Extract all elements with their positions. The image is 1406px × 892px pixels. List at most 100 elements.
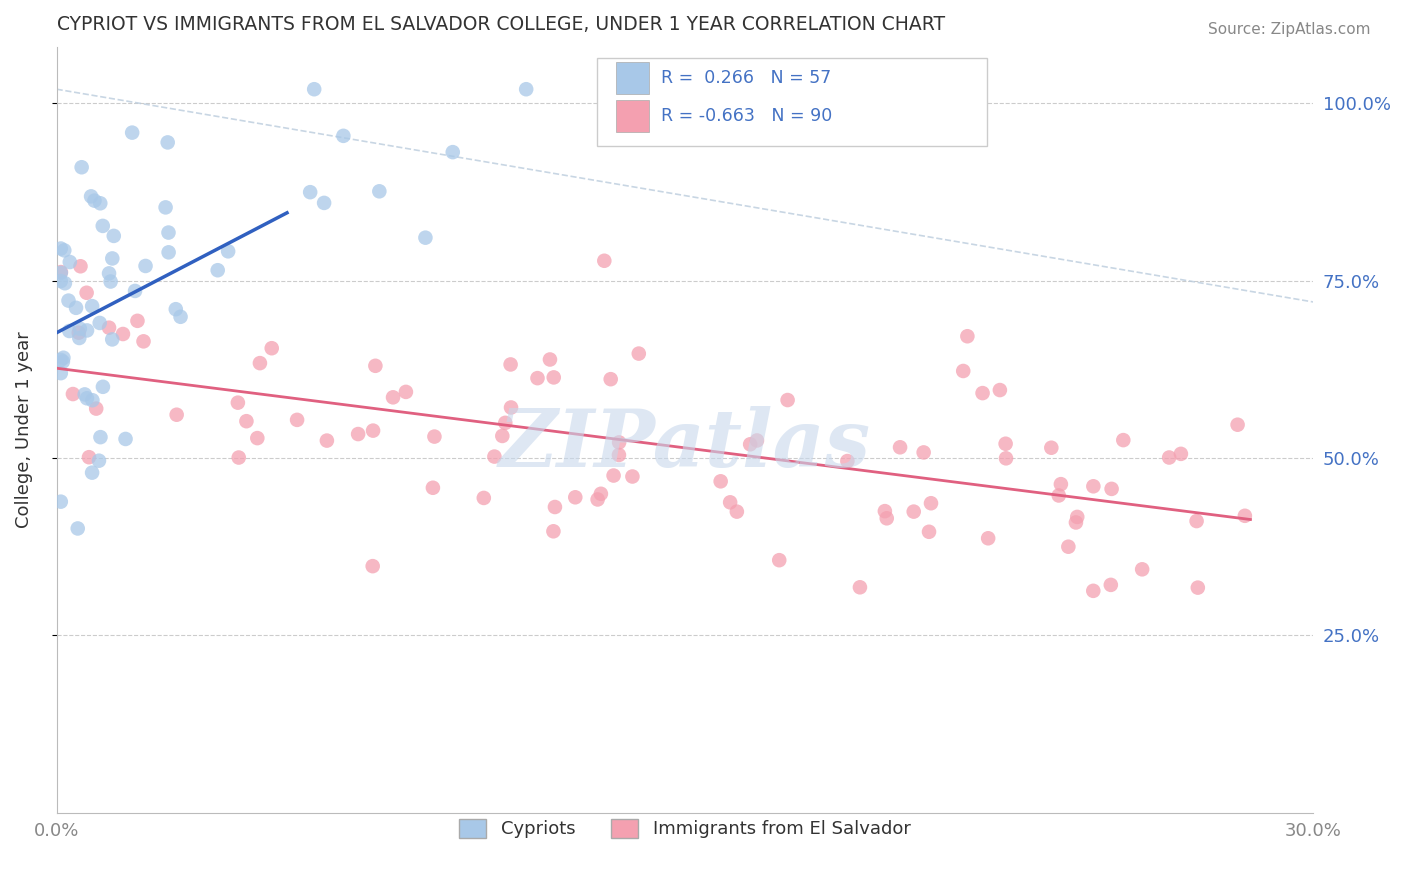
Point [745,434,768,448]
Point [76,285,98,300]
Point [1066,510,1088,524]
Point [246,431,269,445]
Point [1083,583,1105,598]
Point [69,321,91,335]
Point [157,226,180,240]
Point [228,450,250,465]
Point [52,351,75,365]
Point [157,245,180,260]
Point [84,401,107,416]
Point [1226,417,1249,432]
Point [70,160,93,174]
Point [91,380,114,394]
Legend: Cypriots, Immigrants from El Salvador: Cypriots, Immigrants from El Salvador [451,812,918,846]
Point [53,244,76,258]
Point [332,128,354,143]
Point [91,219,114,233]
Point [952,364,974,378]
Point [66,521,89,535]
Point [889,440,911,454]
FancyBboxPatch shape [616,62,648,94]
Point [67,331,90,345]
Point [207,263,229,277]
Point [361,424,384,438]
Point [156,136,179,150]
Point [543,524,565,539]
Point [58,324,80,338]
Point [103,228,125,243]
Point [1050,477,1073,491]
Point [82,299,104,313]
Point [423,429,446,443]
Point [226,395,249,409]
Point [49,274,72,288]
Point [543,370,565,384]
Point [302,82,325,96]
Point [1112,433,1135,447]
Point [82,466,104,480]
Point [101,333,124,347]
Point [101,252,124,266]
Point [80,189,103,203]
Point [98,320,121,334]
Point [111,326,134,341]
Point [593,253,616,268]
Point [515,82,537,96]
Point [89,430,111,444]
Point [132,334,155,349]
Point [315,434,337,448]
Point [1064,516,1087,530]
Text: ZIPatlas: ZIPatlas [499,406,870,483]
Point [544,500,567,514]
Text: R = -0.663   N = 90: R = -0.663 N = 90 [661,107,832,125]
Point [972,386,994,401]
Point [73,387,96,401]
Point [776,392,799,407]
Point [67,326,90,340]
Point [82,393,104,408]
Point [77,450,100,465]
Point [499,358,522,372]
Point [114,432,136,446]
Point [415,230,437,244]
Point [49,352,72,367]
Point [65,301,87,315]
Point [165,302,187,317]
Point [422,481,444,495]
Point [49,366,72,380]
Point [100,275,122,289]
Point [1130,562,1153,576]
Point [314,195,336,210]
Point [441,145,464,160]
Point [1040,441,1063,455]
FancyBboxPatch shape [616,100,648,132]
FancyBboxPatch shape [598,58,987,146]
Point [217,244,239,259]
Point [995,451,1018,466]
Point [538,352,561,367]
Point [1057,540,1080,554]
Point [49,266,72,280]
Point [494,416,516,430]
Point [607,435,630,450]
Point [740,437,762,451]
Point [912,445,935,459]
Point [920,496,942,510]
Point [89,316,111,330]
Point [472,491,495,505]
Point [83,194,105,208]
Point [87,453,110,467]
Point [956,329,979,343]
Point [589,487,612,501]
Point [368,184,391,198]
Point [768,553,790,567]
Point [627,346,650,360]
Point [599,372,621,386]
Point [1099,578,1122,592]
Point [347,427,370,442]
Point [994,436,1017,450]
Point [58,293,80,308]
Point [1170,447,1192,461]
Point [135,259,157,273]
Point [607,448,630,462]
